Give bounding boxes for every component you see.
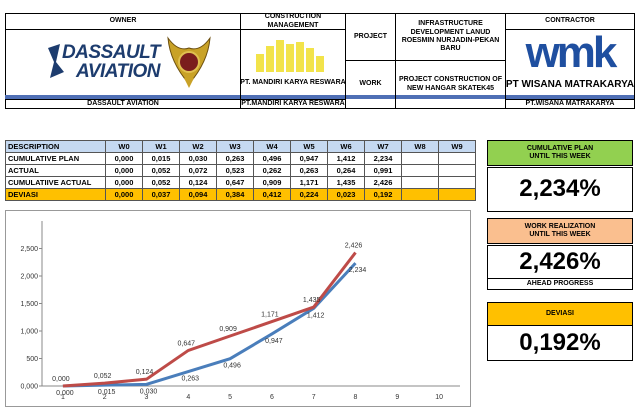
y-tick-label: 500 xyxy=(26,356,38,363)
text: UNTIL THIS WEEK xyxy=(529,231,591,238)
contractor-title: CONTRACTOR xyxy=(505,14,635,30)
data-label: 0,015 xyxy=(98,389,116,396)
summary-title: WORK REALIZATION UNTIL THIS WEEK xyxy=(487,218,633,244)
logo-text: DASSAULT xyxy=(61,42,161,63)
table-cell: 0,384 xyxy=(216,188,254,201)
data-label: 1,412 xyxy=(307,312,325,319)
contractor-name: PT.WISANA MATRAKARYA xyxy=(505,99,635,109)
table-cell: 0,192 xyxy=(364,188,402,201)
y-tick-label: 0,000 xyxy=(20,384,38,391)
summary-title: CUMULATIVE PLAN UNTIL THIS WEEK xyxy=(487,140,633,166)
x-tick-label: 9 xyxy=(395,394,399,401)
table-cell: 0,412 xyxy=(253,188,291,201)
summary-value: 2,234% xyxy=(487,167,633,212)
line xyxy=(62,262,357,388)
owner-logo: DASSAULT AVIATION xyxy=(40,40,161,84)
work-label: WORK xyxy=(345,60,396,109)
table-cell: 0,224 xyxy=(290,188,328,201)
line xyxy=(62,251,357,388)
row-label: DEVIASI xyxy=(5,188,106,201)
x-tick-label: 10 xyxy=(435,394,443,401)
y-tick-label: 2,500 xyxy=(20,246,38,253)
data-label: 0,647 xyxy=(178,340,196,347)
owner-logo-mark xyxy=(48,44,64,78)
emblem xyxy=(167,36,211,88)
text: DEVIASI xyxy=(545,309,574,317)
data-label: 1,171 xyxy=(261,312,279,319)
x-tick-label: 7 xyxy=(312,394,316,401)
blue-strip xyxy=(5,95,635,99)
text: CUMULATIVE PLAN xyxy=(526,144,594,152)
cm-title: CONSTRUCTION MANAGEMENT xyxy=(240,13,346,30)
project-label: PROJECT xyxy=(345,13,396,61)
table-cell xyxy=(401,188,439,201)
cm-logo xyxy=(256,40,324,72)
cm-logo-name: PT. MANDIRI KARYA RESWARA xyxy=(240,78,346,86)
text: UNTIL THIS WEEK xyxy=(529,153,591,160)
data-label: 2,234 xyxy=(349,267,367,274)
y-tick-label: 1,000 xyxy=(20,329,38,336)
logo-text: AVIATION xyxy=(76,61,160,82)
summary-title: DEVIASI xyxy=(487,302,633,326)
cm-name: PT.MANDIRI KARYA RESWARA xyxy=(240,99,346,108)
table-cell: 0,037 xyxy=(142,188,180,201)
chart: 0,000 500 1,000 1,500 2,000 2,500 1 2 3 4 5 6 7 8 9 10 0… xyxy=(5,210,471,407)
summary-value: 0,192% xyxy=(487,325,633,361)
x-tick-label: 8 xyxy=(354,394,358,401)
table-cell: 0,023 xyxy=(327,188,365,201)
table-cell: 0,094 xyxy=(179,188,217,201)
contractor-logo-name: PT WISANA MATRAKARYA xyxy=(505,79,635,90)
data-label: 0,052 xyxy=(94,373,112,380)
data-label: 0,947 xyxy=(265,338,283,345)
work-value: PROJECT CONSTRUCTION OF NEW HANGAR SKATE… xyxy=(395,60,506,109)
x-tick-label: 3 xyxy=(145,394,149,401)
table-cell: 0,000 xyxy=(105,188,143,201)
project-value: INFRASTRUCTURE DEVELOPMENT LANUD ROESMIN… xyxy=(395,13,506,61)
text: WORK REALIZATION xyxy=(524,222,596,230)
contractor-logo: wmk xyxy=(525,28,618,77)
data-label: 0,909 xyxy=(219,326,237,333)
column-header: W9 xyxy=(438,140,476,153)
y-tick-label: 1,500 xyxy=(20,301,38,308)
data-label: 0,263 xyxy=(182,376,200,383)
data-label: 2,426 xyxy=(345,243,363,250)
data-label: 0,000 xyxy=(52,376,70,383)
x-tick-label: 2 xyxy=(103,394,107,401)
data-label: 1,435 xyxy=(303,297,321,304)
summary-note: AHEAD PROGRESS xyxy=(487,278,633,290)
data-label: 0,496 xyxy=(223,363,241,370)
summary-value: 2,426% xyxy=(487,245,633,279)
owner-title: OWNER xyxy=(5,14,241,30)
data-label: 0,124 xyxy=(136,369,154,376)
x-tick-label: 6 xyxy=(270,394,274,401)
y-tick-label: 2,000 xyxy=(20,274,38,281)
data-label: 0,030 xyxy=(140,388,158,395)
table-cell xyxy=(438,188,476,201)
x-tick-label: 1 xyxy=(61,394,65,401)
x-tick-label: 5 xyxy=(228,394,232,401)
contractor-box xyxy=(505,13,635,109)
x-tick-label: 4 xyxy=(186,394,190,401)
data-label: 0,000 xyxy=(56,390,74,397)
owner-name: DASSAULT AVIATION xyxy=(5,99,241,109)
